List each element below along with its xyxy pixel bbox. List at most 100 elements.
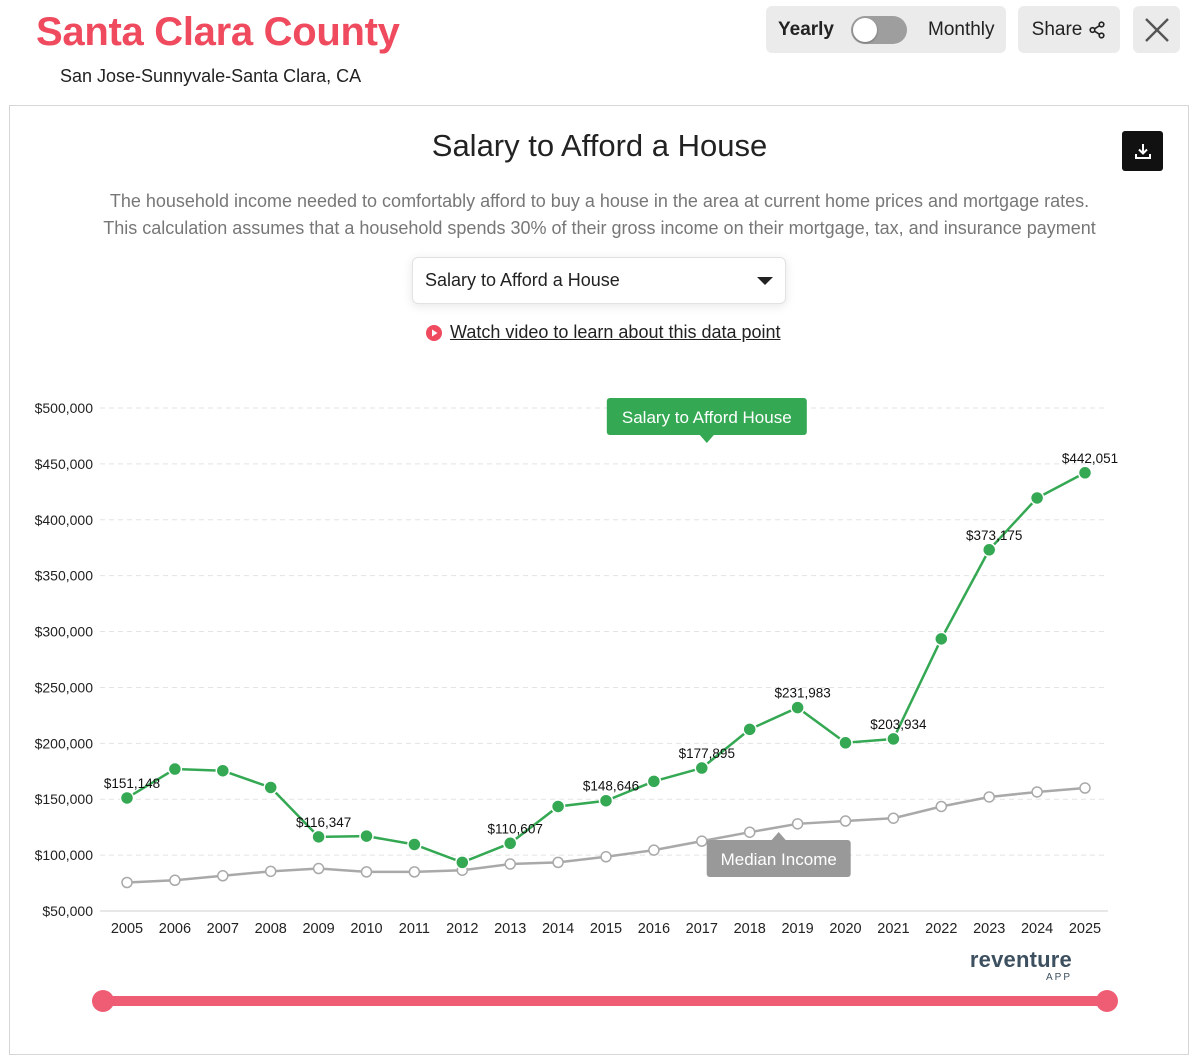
salary-callout-box	[606, 398, 807, 435]
salary-point	[407, 837, 422, 852]
x-tick-label: 2009	[302, 921, 334, 937]
x-tick-label: 2021	[877, 921, 909, 937]
watch-video-text[interactable]: Watch video to learn about this data poi…	[450, 322, 781, 342]
logo-wordmark: reventure	[969, 947, 1072, 972]
salary-point	[263, 780, 278, 795]
median-income-point	[1079, 782, 1091, 794]
median-callout-pointer	[771, 832, 786, 840]
close-button[interactable]	[1133, 6, 1180, 53]
data-label: $177,895	[679, 746, 735, 761]
y-tick-label: $400,000	[35, 512, 94, 528]
salary-point	[646, 774, 662, 789]
y-tick-label: $50,000	[42, 903, 93, 919]
x-tick-label: 2012	[446, 921, 478, 937]
salary-point	[934, 631, 949, 647]
y-tick-label: $450,000	[35, 456, 94, 472]
median-income-point	[552, 856, 564, 869]
median-income-point	[504, 858, 516, 870]
salary-point	[1077, 465, 1093, 481]
x-tick-label: 2016	[638, 921, 670, 937]
x-tick-label: 2019	[781, 921, 813, 937]
salary-point	[167, 761, 183, 777]
salary-point	[215, 763, 231, 778]
x-tick-label: 2024	[1021, 921, 1053, 937]
y-tick-label: $100,000	[35, 847, 94, 863]
data-label: $373,175	[966, 528, 1022, 543]
x-tick-label: 2006	[159, 921, 191, 937]
y-tick-label: $300,000	[35, 624, 94, 640]
salary-point	[838, 735, 853, 751]
salary-point	[598, 793, 614, 808]
y-tick-label: $350,000	[35, 568, 94, 584]
x-tick-label: 2010	[350, 921, 382, 937]
salary-point	[742, 722, 757, 737]
salary-callout-label: Salary to Afford House	[622, 408, 792, 427]
salary-point	[790, 700, 805, 715]
callout-layer: Salary to Afford House Median Income	[606, 398, 851, 877]
toggle-label-monthly[interactable]: Monthly	[928, 18, 995, 40]
download-icon	[1134, 144, 1151, 159]
range-slider-track	[103, 996, 1108, 1006]
range-slider-start-handle[interactable]	[92, 990, 114, 1012]
y-tick-label: $250,000	[35, 679, 94, 695]
data-label: $148,646	[583, 779, 639, 794]
x-tick-label: 2020	[829, 921, 861, 937]
range-slider-end-handle[interactable]	[1096, 990, 1118, 1012]
median-income-point	[169, 874, 181, 887]
salary-point	[981, 542, 997, 558]
axis-layer: $50,000 $100,000 $150,000 $200,000 $250,000 $…	[35, 400, 1108, 937]
data-label: $151,148	[104, 776, 160, 791]
logo-subtext: APP	[1045, 972, 1072, 983]
data-label: $116,347	[296, 815, 351, 830]
median-income-point	[217, 870, 229, 882]
salary-point	[1029, 490, 1045, 506]
metric-select[interactable]: Salary to Afford a House	[412, 257, 786, 304]
caret-down-icon	[757, 277, 773, 285]
y-tick-label: $150,000	[35, 791, 94, 807]
salary-point	[455, 855, 470, 870]
median-callout-box	[706, 840, 851, 877]
download-button[interactable]	[1122, 131, 1163, 171]
range-slider	[92, 990, 1118, 1012]
salary-point	[550, 799, 566, 814]
period-switch[interactable]	[851, 16, 907, 44]
median-income-point	[935, 800, 948, 813]
page-subtitle: San Jose-Sunnyvale-Santa Clara, CA	[60, 66, 362, 86]
median-income-point	[408, 866, 421, 878]
median-income-point	[1031, 786, 1043, 798]
watch-video-link[interactable]: Watch video to learn about this data poi…	[426, 322, 781, 343]
x-tick-label: 2011	[399, 921, 430, 937]
period-toggle: Yearly Monthly	[766, 6, 1006, 53]
chart-description: The household income needed to comfortab…	[0, 188, 1199, 242]
x-tick-label: 2017	[686, 921, 718, 937]
share-icon	[1089, 20, 1105, 39]
salary-callout-pointer	[699, 435, 714, 443]
x-tick-label: 2025	[1069, 921, 1101, 937]
x-tick-label: 2013	[494, 921, 526, 937]
description-line-1: The household income needed to comfortab…	[109, 191, 1090, 211]
median-income-point	[360, 866, 373, 878]
median-income-point	[791, 818, 804, 830]
label-layer: $151,148 $116,347 $110,607 $148,646 $177,895…	[104, 451, 1118, 836]
x-tick-label: 2005	[111, 921, 143, 937]
salary-point	[886, 731, 901, 747]
y-tick-label: $200,000	[35, 735, 94, 751]
toggle-label-yearly[interactable]: Yearly	[778, 18, 834, 40]
y-tick-label: $500,000	[35, 400, 94, 416]
description-line-2: This calculation assumes that a househol…	[103, 218, 1096, 238]
salary-point	[359, 828, 374, 844]
x-tick-label: 2023	[973, 921, 1005, 937]
x-tick-label: 2018	[734, 921, 766, 937]
x-tick-label: 2008	[255, 921, 287, 937]
x-tick-label: 2015	[590, 921, 622, 937]
chart-title: Salary to Afford a House	[431, 128, 768, 163]
salary-point	[311, 829, 326, 845]
salary-point	[694, 760, 710, 776]
median-income-point	[600, 851, 612, 863]
median-income-point	[312, 862, 325, 875]
median-income-point	[121, 876, 133, 889]
play-icon	[426, 324, 442, 341]
switch-knob[interactable]	[853, 18, 877, 42]
share-button[interactable]: Share	[1018, 6, 1120, 53]
